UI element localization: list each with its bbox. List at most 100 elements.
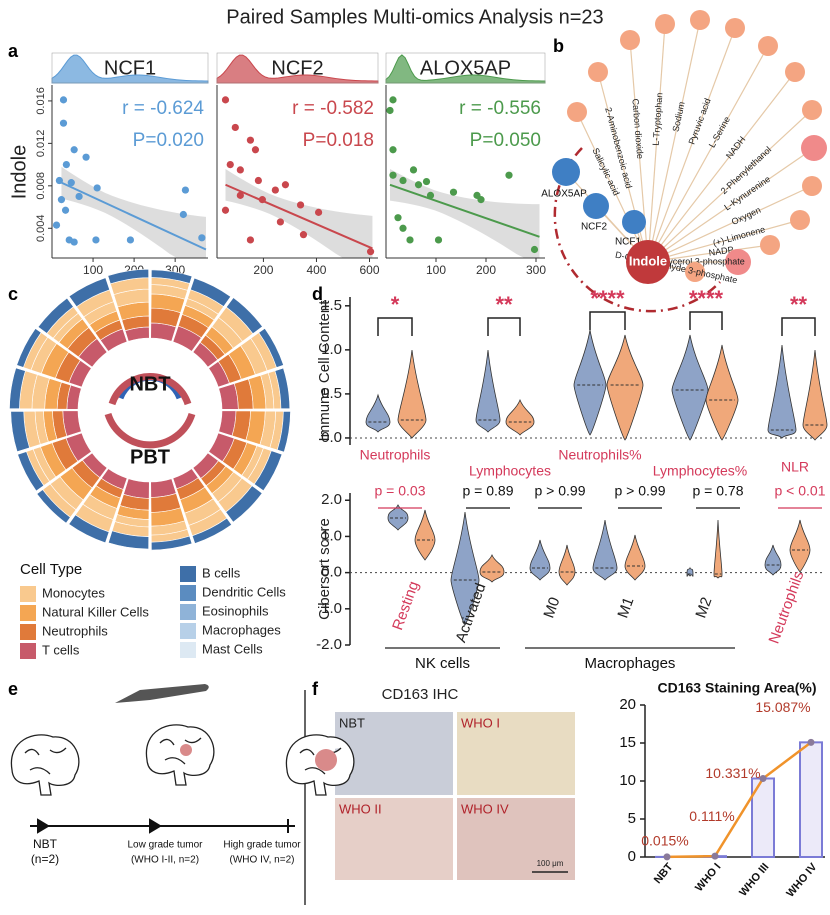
hub-label: Indole [629, 253, 667, 268]
heatmap-cell [151, 269, 193, 284]
violin [505, 398, 535, 436]
x-tick-label: 200 [253, 263, 273, 277]
heatmap-cell [68, 514, 110, 544]
scatter-point [59, 96, 68, 104]
p-value: p > 0.99 [615, 483, 666, 499]
violin [802, 349, 828, 441]
y-tick-label: 1.5 [321, 297, 342, 314]
node-label: NCF1 [615, 237, 642, 248]
scatter-point [221, 96, 230, 104]
stage-label: Low grade tumor [127, 840, 203, 851]
network-node [620, 30, 640, 50]
heatmap-cell [37, 297, 74, 334]
scatter-point [126, 236, 135, 244]
legend-title: Cell Type [20, 561, 82, 578]
network-node [622, 210, 646, 234]
header-box [216, 52, 379, 84]
network-node [725, 249, 751, 275]
network-node [655, 14, 675, 34]
scatter-point [389, 146, 397, 154]
violin [686, 566, 694, 577]
legend-label: Eosinophils [202, 603, 269, 618]
legend-swatch [20, 586, 36, 602]
panel-letter: f [312, 679, 319, 699]
x-tick-label: NBT [652, 861, 676, 886]
scatter-point [236, 166, 244, 174]
scatter-point [198, 234, 206, 242]
heatmap-cell [107, 268, 149, 285]
scatter-point [386, 106, 394, 115]
confidence-band [390, 168, 540, 258]
legend-swatch [20, 605, 36, 621]
heatmap-cell [258, 327, 284, 368]
network-node [801, 135, 827, 161]
scatter-point [505, 171, 513, 179]
network-edge [647, 27, 736, 263]
violin [529, 539, 551, 581]
scatter-point [179, 210, 187, 219]
confidence-band [225, 168, 373, 258]
node-label: Sodium [670, 101, 686, 133]
network-node [785, 62, 805, 82]
y-axis-label: Indole [8, 145, 30, 200]
y-tick-label: 0.0 [321, 564, 342, 581]
header-box [385, 52, 546, 84]
y-tick-label: 2.0 [321, 491, 342, 508]
y-tick-label: 0 [628, 848, 636, 865]
scalpel [115, 684, 209, 703]
panel-letter: d [312, 284, 323, 304]
tile-label: NBT [339, 715, 365, 730]
network-node [802, 176, 822, 196]
scatter-point [246, 236, 255, 244]
node-label: Oxygen [730, 205, 762, 227]
x-tick-label: WHO III [737, 861, 771, 899]
y-tick-label: 20 [619, 696, 636, 713]
trend-point [663, 853, 671, 861]
y-tick-label: 0.5 [321, 385, 342, 402]
tumor [315, 749, 337, 771]
ring-label: PBT [130, 446, 170, 468]
scatter-point [399, 176, 407, 185]
panel-letter: c [8, 284, 18, 304]
heatmap-cell [107, 530, 150, 550]
header-box [51, 52, 209, 84]
stage-label: NBT [33, 837, 58, 851]
scatter-point [57, 196, 66, 204]
stat-annotation: P=0.018 [303, 130, 374, 151]
scatter-point [477, 196, 485, 204]
brain [145, 724, 215, 786]
legend-label: T cells [42, 642, 80, 657]
legend-label: Mast Cells [202, 641, 263, 656]
scatter-point [82, 153, 90, 161]
legend-swatch [180, 642, 196, 658]
network-node [552, 158, 580, 186]
sig-stars: ** [495, 292, 513, 317]
network-edge [647, 23, 666, 263]
tile-label: WHO II [339, 801, 382, 816]
p-value: p = 0.03 [375, 483, 426, 499]
scatter-point [399, 224, 407, 232]
network-node [567, 102, 587, 122]
group-label: NLR [781, 459, 809, 475]
scatter-point [236, 191, 244, 199]
trend-point [807, 738, 815, 746]
ihc-tile [457, 798, 575, 880]
violin [592, 519, 618, 581]
legend-swatch [180, 604, 196, 620]
stat-annotation: P=0.020 [133, 130, 204, 151]
network-edge [647, 45, 769, 263]
violin [479, 553, 505, 583]
p-value: p < 0.01 [775, 483, 826, 499]
group-label: Neutrophils% [558, 447, 641, 463]
trend-point [759, 774, 767, 782]
sig-stars: **** [689, 286, 724, 311]
node-label: L-Tryptophan [651, 92, 665, 146]
heatmap-cell [190, 277, 232, 307]
value-label: 15.087% [755, 699, 810, 715]
node-label: L-Serine [707, 115, 732, 150]
y-tick-label: 0.0 [321, 429, 342, 446]
node-label: Carbon dioxide [630, 98, 645, 159]
heatmap-cell [253, 450, 283, 492]
network-node [802, 100, 822, 120]
scatter-point [92, 236, 100, 244]
